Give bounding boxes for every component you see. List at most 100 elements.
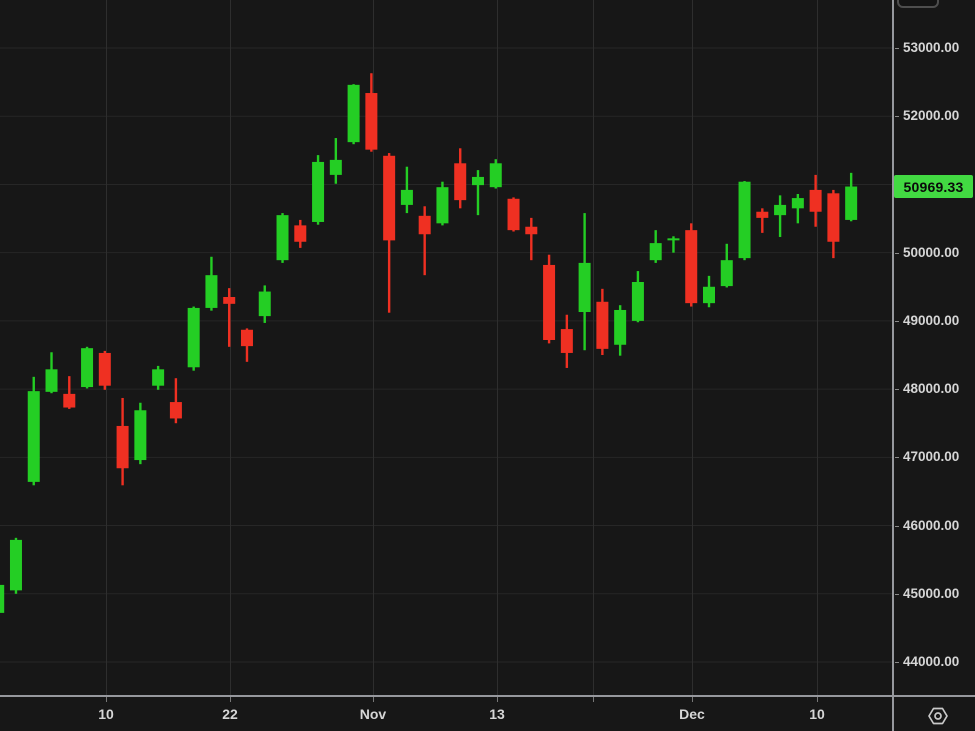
price-axis-label: 49000.00 bbox=[903, 312, 960, 328]
candlestick-canvas[interactable] bbox=[0, 0, 893, 695]
bullish-candle bbox=[81, 346, 94, 389]
candle-body bbox=[471, 176, 484, 186]
candle-body bbox=[169, 402, 182, 419]
price-axis-tick bbox=[895, 320, 899, 322]
candle-body bbox=[223, 297, 236, 304]
bullish-candle bbox=[0, 584, 5, 613]
candle-body bbox=[809, 189, 822, 212]
price-axis-tick bbox=[895, 661, 899, 663]
price-axis-tick bbox=[895, 525, 899, 527]
time-axis[interactable]: 10 22 Nov 13 Dec 10 bbox=[0, 697, 893, 731]
bearish-candle bbox=[418, 206, 431, 276]
price-axis-tick bbox=[895, 389, 899, 391]
candle-body bbox=[845, 186, 858, 220]
bearish-candle bbox=[507, 197, 520, 232]
bearish-candle bbox=[543, 254, 556, 344]
candle-body bbox=[756, 211, 769, 218]
time-axis-label: Dec bbox=[679, 706, 705, 722]
price-axis-tick bbox=[895, 457, 899, 459]
candle-body bbox=[63, 393, 76, 408]
candle-body bbox=[134, 410, 147, 461]
bearish-candle bbox=[365, 73, 378, 152]
time-axis-tick bbox=[817, 697, 818, 702]
candle-wick bbox=[228, 288, 231, 347]
bullish-candle bbox=[312, 155, 325, 225]
time-axis-label: 10 bbox=[98, 706, 114, 722]
candle-body bbox=[436, 187, 449, 224]
bearish-candle bbox=[560, 314, 573, 368]
candle-body bbox=[596, 301, 609, 349]
price-axis[interactable]: 53000.00 52000.00 50000.00 49000.00 48000.00… bbox=[895, 0, 975, 695]
candle-body bbox=[383, 155, 396, 241]
bullish-candle bbox=[791, 193, 804, 224]
candle-body bbox=[774, 204, 787, 216]
candle-wick bbox=[423, 206, 426, 276]
bullish-candle bbox=[738, 181, 751, 261]
time-axis-label: 22 bbox=[222, 706, 238, 722]
candle-wick bbox=[672, 236, 675, 253]
time-axis-label: Nov bbox=[359, 706, 387, 722]
candle-wick bbox=[761, 208, 764, 233]
bullish-candle bbox=[631, 271, 644, 323]
candle-body bbox=[27, 391, 40, 482]
price-axis-label: 50000.00 bbox=[903, 244, 960, 260]
price-axis-label: 46000.00 bbox=[903, 517, 960, 533]
bearish-candle bbox=[525, 217, 538, 261]
candle-body bbox=[489, 163, 502, 188]
candle-body bbox=[9, 539, 22, 591]
bullish-candle bbox=[578, 213, 591, 351]
bullish-candle bbox=[276, 213, 289, 263]
bullish-candle bbox=[649, 230, 662, 263]
price-axis-tick bbox=[895, 116, 899, 118]
hexagon-nut-icon bbox=[928, 707, 948, 725]
candle-body bbox=[365, 93, 378, 150]
time-axis-tick bbox=[692, 697, 693, 702]
bullish-candle bbox=[205, 256, 218, 311]
bearish-candle bbox=[756, 208, 769, 233]
candle-body bbox=[667, 238, 680, 241]
bearish-candle bbox=[685, 223, 698, 307]
candle-body bbox=[116, 425, 129, 469]
candle-body bbox=[152, 369, 165, 386]
time-axis-label: 13 bbox=[489, 706, 505, 722]
candle-body bbox=[791, 198, 804, 209]
time-axis-tick bbox=[497, 697, 498, 702]
bearish-candle bbox=[809, 174, 822, 227]
price-axis-label: 53000.00 bbox=[903, 40, 960, 55]
candle-body bbox=[631, 282, 644, 321]
bullish-candle bbox=[436, 181, 449, 226]
bearish-candle bbox=[454, 148, 467, 209]
candle-wick bbox=[778, 195, 782, 237]
candle-body bbox=[187, 307, 200, 368]
partial-toolbar-chip[interactable] bbox=[897, 0, 939, 8]
price-axis-label: 45000.00 bbox=[903, 585, 960, 601]
price-axis-label: 47000.00 bbox=[903, 449, 960, 465]
bullish-candle bbox=[329, 138, 342, 184]
time-axis-tick bbox=[593, 697, 594, 702]
axis-settings-icon[interactable] bbox=[923, 703, 953, 729]
price-axis-label: 44000.00 bbox=[903, 653, 960, 669]
candle-body bbox=[738, 181, 751, 259]
bearish-candle bbox=[63, 376, 76, 409]
candle-body bbox=[312, 161, 325, 222]
candle-body bbox=[45, 369, 58, 392]
last-price-label: 50969.33 bbox=[894, 175, 973, 199]
candle-body bbox=[578, 262, 591, 313]
price-axis-label: 48000.00 bbox=[903, 381, 960, 397]
candle-body bbox=[276, 215, 289, 261]
bearish-candle bbox=[223, 288, 236, 347]
bearish-candle bbox=[169, 378, 182, 424]
bullish-candle bbox=[489, 159, 502, 189]
candle-body bbox=[81, 348, 94, 388]
candle-body bbox=[98, 352, 111, 386]
bullish-candle bbox=[720, 243, 733, 288]
candle-body bbox=[347, 84, 360, 143]
bearish-candle bbox=[383, 153, 396, 313]
bullish-candle bbox=[471, 170, 484, 216]
bearish-candle bbox=[116, 397, 129, 486]
bullish-candle bbox=[703, 275, 715, 308]
candle-body bbox=[454, 163, 467, 201]
candle-body bbox=[614, 309, 627, 345]
candle-body bbox=[525, 226, 538, 235]
